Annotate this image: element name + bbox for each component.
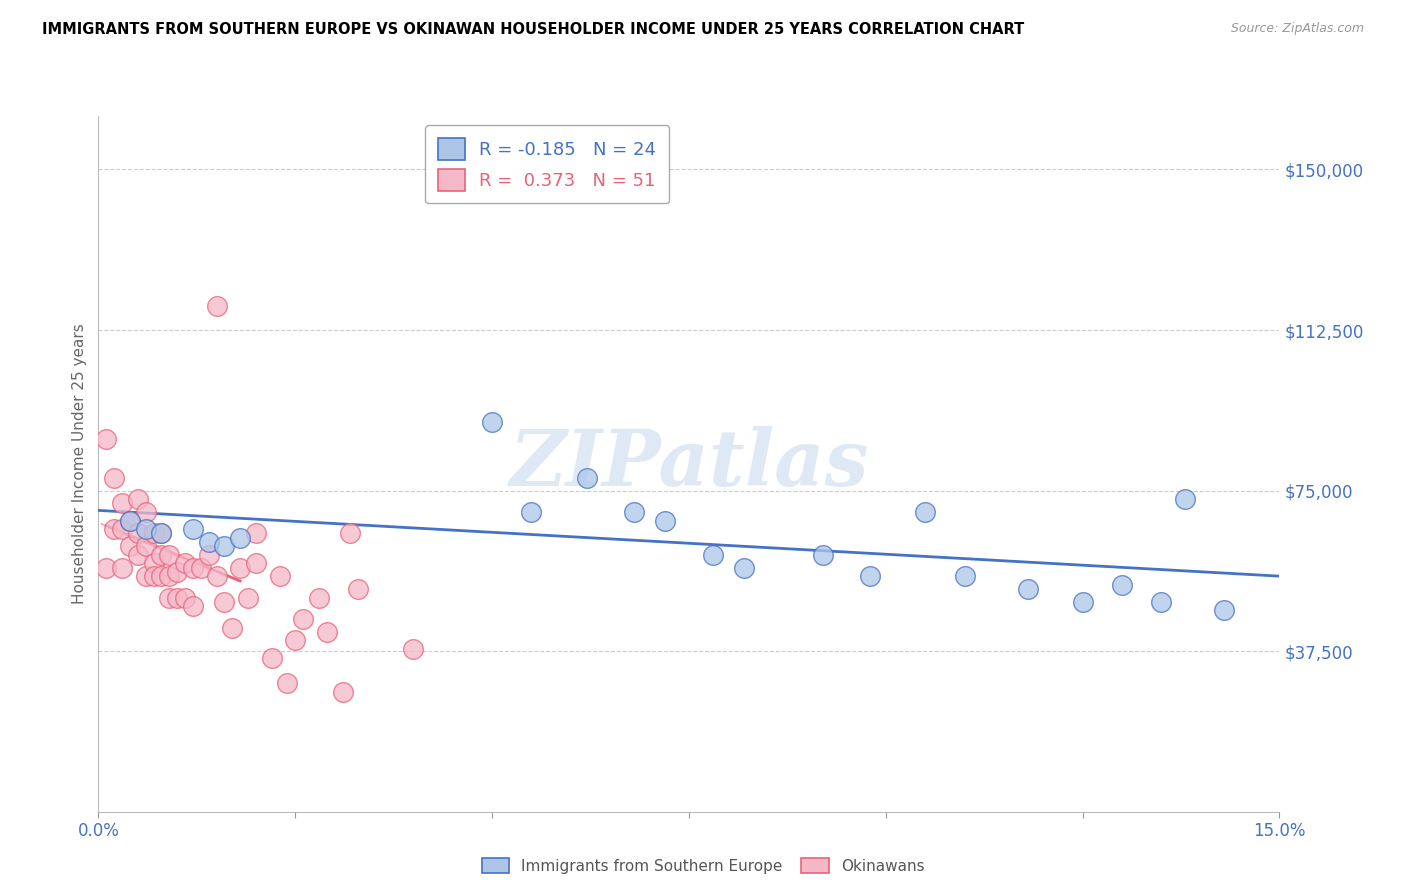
Point xyxy=(229,531,252,545)
Point xyxy=(308,591,330,605)
Point xyxy=(174,557,197,571)
Point xyxy=(733,560,755,574)
Point xyxy=(142,557,165,571)
Point xyxy=(347,582,370,596)
Point xyxy=(190,560,212,574)
Point xyxy=(135,539,157,553)
Point xyxy=(142,526,165,541)
Point xyxy=(96,432,118,446)
Point xyxy=(284,633,307,648)
Point xyxy=(205,569,228,583)
Text: IMMIGRANTS FROM SOUTHERN EUROPE VS OKINAWAN HOUSEHOLDER INCOME UNDER 25 YEARS CO: IMMIGRANTS FROM SOUTHERN EUROPE VS OKINA… xyxy=(42,22,1025,37)
Point xyxy=(157,591,180,605)
Point xyxy=(135,505,157,519)
Point xyxy=(276,676,298,690)
Point xyxy=(103,522,125,536)
Point xyxy=(174,591,197,605)
Point xyxy=(127,526,149,541)
Legend: R = -0.185   N = 24, R =  0.373   N = 51: R = -0.185 N = 24, R = 0.373 N = 51 xyxy=(425,125,669,203)
Point xyxy=(150,526,173,541)
Point xyxy=(135,569,157,583)
Point xyxy=(575,471,598,485)
Point xyxy=(292,612,315,626)
Point xyxy=(1150,595,1173,609)
Point xyxy=(245,526,267,541)
Point xyxy=(111,496,134,510)
Point xyxy=(103,471,125,485)
Point xyxy=(332,685,354,699)
Point xyxy=(205,300,228,314)
Point xyxy=(1213,603,1236,617)
Point xyxy=(221,621,243,635)
Point xyxy=(339,526,361,541)
Point xyxy=(111,560,134,574)
Point xyxy=(157,569,180,583)
Point xyxy=(181,599,204,614)
Point xyxy=(702,548,724,562)
Point xyxy=(118,539,141,553)
Point xyxy=(623,505,645,519)
Point xyxy=(127,548,149,562)
Point xyxy=(1071,595,1094,609)
Point xyxy=(135,522,157,536)
Point xyxy=(150,569,173,583)
Point xyxy=(245,557,267,571)
Point xyxy=(111,522,134,536)
Point xyxy=(96,560,118,574)
Y-axis label: Householder Income Under 25 years: Householder Income Under 25 years xyxy=(72,324,87,604)
Point xyxy=(142,569,165,583)
Point xyxy=(481,415,503,429)
Point xyxy=(260,650,283,665)
Point xyxy=(229,560,252,574)
Point xyxy=(1017,582,1039,596)
Point xyxy=(150,548,173,562)
Point xyxy=(953,569,976,583)
Point xyxy=(166,591,188,605)
Point xyxy=(1174,492,1197,507)
Point xyxy=(197,535,219,549)
Point xyxy=(236,591,259,605)
Point xyxy=(157,548,180,562)
Point xyxy=(654,514,676,528)
Point xyxy=(811,548,834,562)
Point xyxy=(269,569,291,583)
Legend: Immigrants from Southern Europe, Okinawans: Immigrants from Southern Europe, Okinawa… xyxy=(475,852,931,880)
Point xyxy=(402,642,425,657)
Point xyxy=(914,505,936,519)
Point xyxy=(315,624,337,639)
Point xyxy=(127,492,149,507)
Text: ZIPatlas: ZIPatlas xyxy=(509,425,869,502)
Point xyxy=(181,560,204,574)
Point xyxy=(859,569,882,583)
Point xyxy=(118,514,141,528)
Point xyxy=(520,505,543,519)
Point xyxy=(214,595,236,609)
Point xyxy=(214,539,236,553)
Text: Source: ZipAtlas.com: Source: ZipAtlas.com xyxy=(1230,22,1364,36)
Point xyxy=(181,522,204,536)
Point xyxy=(197,548,219,562)
Point xyxy=(166,565,188,579)
Point xyxy=(1111,578,1133,592)
Point xyxy=(118,514,141,528)
Point xyxy=(150,526,173,541)
